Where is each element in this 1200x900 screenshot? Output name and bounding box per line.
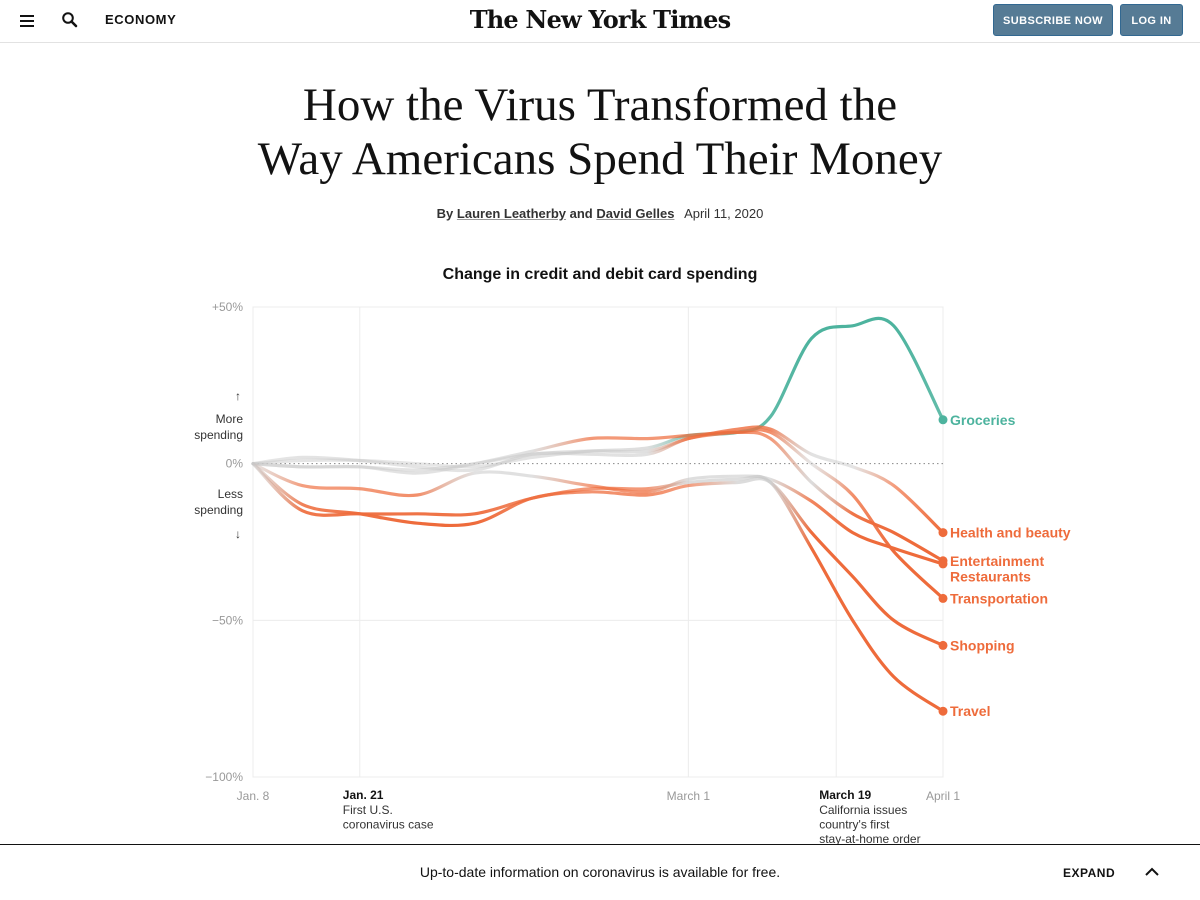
article-headline: How the Virus Transformed the Way Americ… — [200, 78, 1000, 186]
log-in-button[interactable]: LOG IN — [1120, 4, 1183, 36]
series-label-shopping: Shopping — [950, 637, 1015, 653]
publish-date: April 11, 2020 — [684, 206, 764, 221]
series-end-dot — [938, 593, 948, 603]
annotation-text: First U.S. — [343, 803, 393, 817]
top-navigation-bar: ECONOMY The New York Times SUBSCRIBE NOW… — [0, 0, 1200, 43]
y-tick-label: 0% — [226, 457, 244, 471]
subscribe-now-button[interactable]: SUBSCRIBE NOW — [993, 4, 1113, 36]
y-tick-label: −100% — [205, 770, 243, 784]
more-spending-label: More — [216, 412, 244, 426]
annotation-title: Jan. 21 — [343, 788, 384, 802]
series-label-transportation: Transportation — [950, 590, 1048, 606]
series-label-health-and-beauty: Health and beauty — [950, 525, 1071, 541]
series-line-restaurants — [251, 462, 945, 566]
annotation-text: country's first — [819, 818, 890, 832]
less-spending-label: Less — [218, 487, 243, 501]
series-line-transportation — [251, 428, 945, 600]
more-spending-label: spending — [194, 428, 243, 442]
expand-button[interactable]: EXPAND — [1063, 866, 1116, 880]
byline-by: By — [436, 206, 454, 221]
article-byline: By Lauren Leatherby and David Gelles Apr… — [300, 206, 900, 221]
headline-line-2: Way Americans Spend Their Money — [257, 133, 943, 185]
annotation-text: coronavirus case — [343, 818, 434, 832]
annotation-title: March 19 — [819, 788, 871, 802]
x-tick-label: Jan. 8 — [237, 789, 270, 803]
series-label-entertainment: Entertainment — [950, 553, 1044, 569]
coronavirus-info-banner: Up-to-date information on coronavirus is… — [0, 844, 1200, 900]
x-tick-label: March 1 — [667, 789, 711, 803]
series-end-dot — [938, 528, 948, 538]
section-link-economy[interactable]: ECONOMY — [105, 12, 177, 27]
x-tick-label: April 1 — [926, 789, 960, 803]
series-line-entertainment — [251, 430, 945, 563]
headline-line-1: How the Virus Transformed the — [302, 79, 898, 131]
less-spending-label: spending — [194, 503, 243, 517]
author-link-2[interactable]: David Gelles — [596, 206, 675, 221]
series-label-groceries: Groceries — [950, 412, 1016, 428]
chart-title: Change in credit and debit card spending — [442, 266, 758, 283]
down-arrow-icon: ↓ — [235, 527, 241, 541]
y-tick-label: −50% — [212, 613, 243, 627]
series-line-groceries — [251, 316, 945, 469]
series-end-dot — [938, 415, 948, 425]
series-end-dot — [938, 559, 948, 569]
series-end-dot — [938, 640, 948, 650]
hamburger-menu-icon[interactable] — [18, 11, 38, 31]
series-line-shopping — [251, 462, 945, 647]
up-arrow-icon: ↑ — [235, 389, 241, 403]
series-end-dot — [938, 706, 948, 716]
author-link-1[interactable]: Lauren Leatherby — [456, 206, 567, 221]
series-label-restaurants: Restaurants — [950, 568, 1031, 584]
series-label-travel: Travel — [950, 703, 990, 719]
plot-frame — [252, 306, 944, 778]
byline-and: and — [569, 206, 593, 221]
series-line-health-and-beauty — [251, 425, 945, 535]
search-icon[interactable] — [59, 9, 81, 31]
annotation-text: stay-at-home order — [819, 832, 920, 844]
banner-message: Up-to-date information on coronavirus is… — [419, 864, 781, 880]
nyt-masthead-logo[interactable]: The New York Times — [469, 5, 731, 34]
annotation-text: California issues — [819, 803, 907, 817]
series-line-travel — [251, 462, 945, 713]
spending-line-chart: +50% 0% −50% −100% Jan. 8 March 1 April 1 Jan. … — [194, 300, 1071, 844]
chevron-up-icon[interactable] — [1143, 865, 1161, 879]
y-tick-label: +50% — [212, 300, 243, 314]
